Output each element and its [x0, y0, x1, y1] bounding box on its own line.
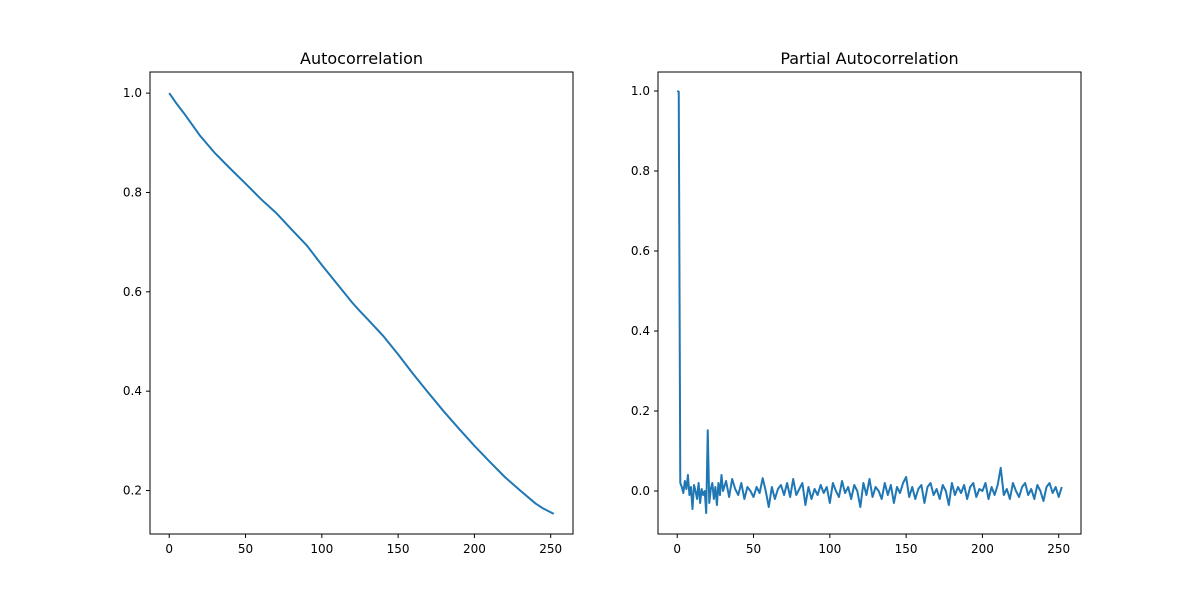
- acf-y-tick-label: 1.0: [123, 86, 142, 100]
- pacf-x-tick-label: 250: [1047, 542, 1070, 556]
- pacf-y-tick-label: 0.4: [631, 324, 650, 338]
- acf-x-tick-label: 200: [463, 542, 486, 556]
- pacf-axes-frame: [657, 71, 1082, 535]
- pacf-series-line-0: [676, 90, 1063, 514]
- acf-panel: 0 50 100 150 200 250 0.2 0.4 0.6 0.8 1.0 Autocorrel…: [123, 49, 574, 556]
- acf-y-tick-label: 0.8: [123, 185, 142, 199]
- acf-x-tick-label: 250: [539, 542, 562, 556]
- pacf-y-tick-label: 1.0: [631, 84, 650, 98]
- pacf-panel: 0 50 100 150 200 250 0.0 0.2 0.4 0.6 0.8 1.0 Partial…: [631, 49, 1082, 556]
- acf-series-line-0: [168, 92, 555, 515]
- acf-y-tick-label: 0.6: [123, 285, 142, 299]
- pacf-x-tick-label: 100: [818, 542, 841, 556]
- acf-chart-title: Autocorrelation: [300, 49, 423, 68]
- acf-x-tick-label: 0: [165, 542, 173, 556]
- acf-x-tick-label: 100: [310, 542, 333, 556]
- pacf-chart-title: Partial Autocorrelation: [780, 49, 958, 68]
- pacf-x-tick-label: 50: [746, 542, 761, 556]
- pacf-y-tick-label: 0.6: [631, 244, 650, 258]
- pacf-y-tick-label: 0.2: [631, 404, 650, 418]
- pacf-y-tick-label: 0.0: [631, 484, 650, 498]
- pacf-x-tick-label: 200: [971, 542, 994, 556]
- acf-x-tick-label: 50: [238, 542, 253, 556]
- pacf-y-tick-label: 0.8: [631, 164, 650, 178]
- acf-axes-frame: [149, 71, 574, 535]
- acf-y-tick-label: 0.4: [123, 384, 142, 398]
- acf-x-tick-label: 150: [387, 542, 410, 556]
- acf-y-tick-label: 0.2: [123, 484, 142, 498]
- pacf-x-tick-label: 150: [895, 542, 918, 556]
- pacf-x-tick-label: 0: [673, 542, 681, 556]
